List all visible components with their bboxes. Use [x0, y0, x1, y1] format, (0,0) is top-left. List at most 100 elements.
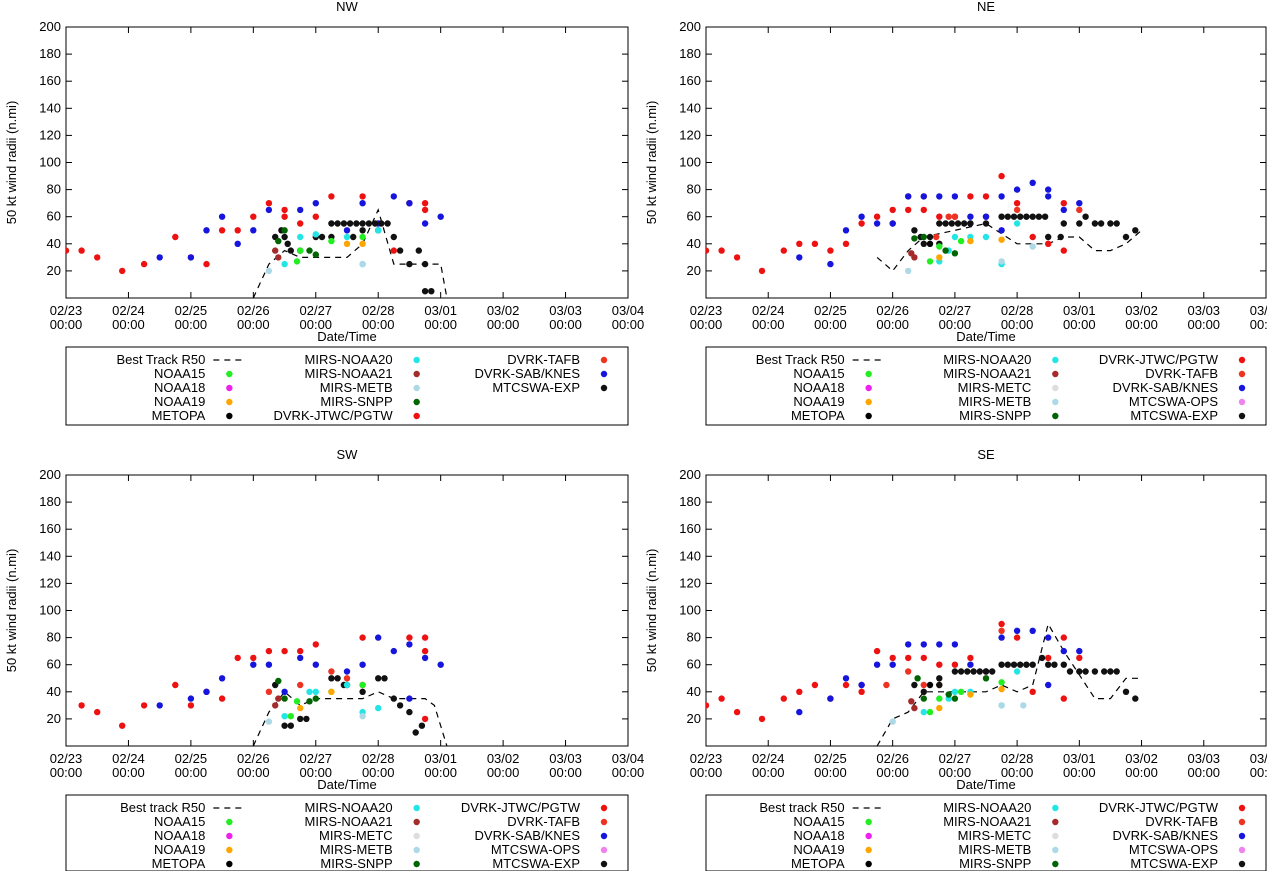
legend-marker [413, 860, 420, 868]
data-point [1101, 668, 1108, 675]
data-point [390, 695, 397, 702]
data-point [911, 681, 918, 689]
x-tick-label: 03/01 [1063, 303, 1096, 318]
legend-marker [1238, 370, 1246, 378]
x-tick-label: 00:00 [112, 765, 145, 780]
data-point [933, 233, 940, 241]
data-point [359, 634, 366, 641]
data-point [375, 704, 382, 712]
legend-marker [1052, 384, 1059, 392]
data-point [998, 227, 1005, 234]
data-point [982, 668, 990, 675]
data-point [281, 695, 288, 702]
data-point [412, 729, 419, 736]
data-point [982, 213, 990, 220]
data-point [951, 695, 959, 702]
legend-marker [865, 412, 872, 420]
legend-marker [226, 846, 233, 854]
data-point [942, 247, 949, 254]
x-axis-label: Date/Time [317, 329, 376, 344]
data-point [1013, 186, 1021, 193]
data-point [390, 647, 397, 655]
y-tick-label: 100 [679, 155, 701, 170]
legend-marker [1052, 860, 1059, 868]
x-tick-label: 03/03 [549, 303, 582, 318]
x-tick-label: 00:00 [1188, 765, 1221, 780]
data-point [297, 647, 304, 655]
legend-label: MIRS-NOAA20 [943, 352, 1031, 367]
data-point [920, 240, 927, 247]
data-point [265, 200, 273, 207]
data-point [359, 681, 366, 689]
data-point [858, 681, 865, 689]
data-point [390, 193, 397, 200]
data-point [406, 634, 413, 641]
series-mirs-metb [265, 260, 366, 275]
legend-marker [865, 384, 872, 392]
plot-frame [705, 474, 1267, 747]
y-tick-label: 80 [687, 182, 701, 197]
legend-marker [1238, 412, 1246, 420]
data-point [1004, 661, 1011, 668]
x-axis-label: Date/Time [317, 777, 376, 792]
data-point [911, 704, 918, 712]
data-point [905, 641, 912, 648]
y-tick-label: 160 [39, 73, 61, 88]
data-point [343, 675, 351, 682]
x-tick-label: 00:00 [362, 765, 395, 780]
data-point [1132, 695, 1139, 702]
legend-label: MTCSWA-EXP [492, 380, 580, 395]
x-tick-label: 00:00 [690, 765, 723, 780]
data-point [384, 220, 391, 227]
data-point [970, 668, 977, 675]
data-point [967, 193, 974, 200]
x-tick-label: 00:00 [300, 765, 333, 780]
data-point [926, 681, 934, 689]
series-mirs-noaa20 [281, 681, 382, 720]
series-mtcswa-exp [911, 213, 1139, 247]
series-mirs-noaa20 [936, 220, 1021, 268]
legend-marker [1052, 398, 1059, 406]
data-point [920, 206, 927, 214]
data-point [343, 233, 351, 241]
x-tick-label: 03/03 [1188, 751, 1221, 766]
data-point [343, 668, 351, 675]
x-tick-label: 02/27 [300, 303, 333, 318]
data-point [250, 654, 257, 662]
best-track-line [876, 222, 1142, 272]
x-tick-label: 00:00 [939, 317, 972, 332]
legend-label: DVRK-TAFB [507, 814, 580, 829]
legend-marker [1052, 370, 1059, 378]
data-point [842, 227, 850, 234]
y-tick-label: 120 [39, 575, 61, 590]
data-point [281, 206, 288, 214]
data-point [951, 688, 959, 695]
x-tick-label: 00:00 [612, 765, 645, 780]
data-point [998, 679, 1005, 686]
data-point [346, 220, 354, 227]
x-tick-label: 00:00 [876, 765, 909, 780]
data-point [998, 620, 1005, 628]
data-point [936, 243, 943, 250]
legend-marker [226, 818, 233, 826]
data-point [936, 675, 943, 682]
data-point [119, 267, 126, 275]
legend-label: NOAA19 [793, 394, 844, 409]
data-point [967, 220, 974, 227]
data-point [811, 240, 819, 247]
data-point [1029, 661, 1036, 668]
data-point [827, 247, 834, 254]
x-tick-label: 00:00 [237, 765, 270, 780]
data-point [281, 227, 288, 234]
x-tick-label: 02/24 [752, 303, 785, 318]
data-point [1035, 213, 1043, 220]
data-point [945, 691, 952, 698]
data-point [406, 708, 413, 716]
legend-label: Best track R50 [759, 800, 844, 815]
x-tick-label: 02/25 [814, 303, 847, 318]
data-point [421, 647, 429, 655]
data-point [873, 661, 881, 668]
data-point [297, 681, 304, 689]
legend-marker [226, 860, 233, 868]
